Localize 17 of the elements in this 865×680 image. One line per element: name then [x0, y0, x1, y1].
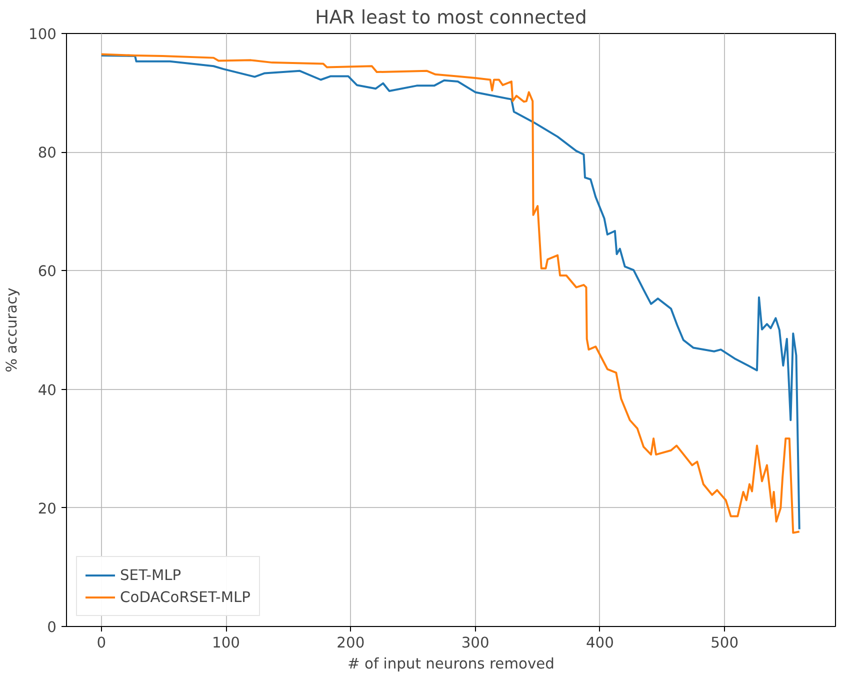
x-tick-label: 500	[710, 634, 739, 652]
y-tick-label: 60	[38, 263, 57, 280]
y-tick-label: 40	[38, 382, 57, 399]
x-tick-label: 200	[336, 634, 365, 652]
x-tick-label: 0	[96, 634, 106, 652]
x-tick-label: 400	[586, 634, 614, 652]
chart-title: HAR least to most connected	[315, 8, 587, 28]
y-tick-label: 0	[47, 619, 57, 636]
y-axis-title: % accuracy	[4, 287, 21, 372]
y-tick-label: 20	[38, 500, 57, 518]
y-tick-label: 80	[38, 144, 57, 162]
x-tick-label: 300	[461, 634, 490, 652]
legend-label: CoDACoRSET-MLP	[120, 588, 250, 606]
y-tick-label: 100	[28, 26, 57, 43]
legend-label: SET-MLP	[120, 566, 182, 584]
x-axis-title: # of input neurons removed	[348, 656, 554, 672]
x-tick-label: 100	[212, 634, 240, 652]
